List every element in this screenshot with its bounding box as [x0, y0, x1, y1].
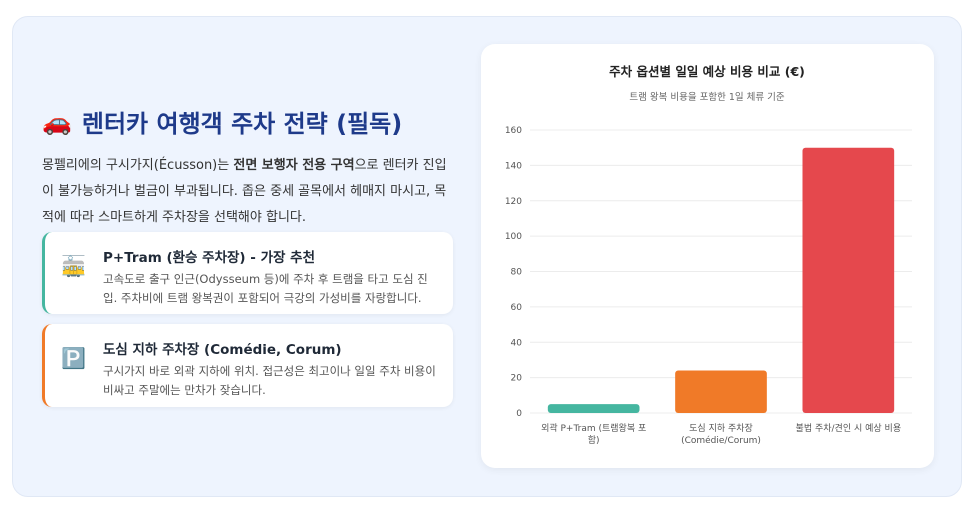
- y-tick-label: 80: [511, 268, 523, 278]
- y-tick-label: 60: [511, 303, 523, 313]
- y-tick-label: 120: [505, 197, 522, 207]
- icon: 🚗: [42, 107, 72, 136]
- intro: 몽펠리에의 구시가지(Écusson)는 전면 보행자 전용 구역으로 렌터카 …: [42, 153, 454, 231]
- card: 🅿️ 도심 지하 주차장 (Comédie, Corum) 구시가지 바로 외곽…: [42, 324, 453, 407]
- card-text: 구시가지 바로 외곽 지하에 위치. 접근성은 최고이나 일일 주차 비용이 비…: [103, 364, 436, 397]
- bold-text: 전면 보행자 전용 구역: [233, 158, 355, 173]
- y-tick-label: 20: [511, 374, 523, 384]
- card: 🚋 P+Tram (환승 주차장) - 가장 추천 고속도로 출구 인근(Ody…: [42, 232, 453, 314]
- y-tick-label: 40: [511, 338, 523, 348]
- card-title: P+Tram (환승 주차장) - 가장 추천: [103, 250, 315, 266]
- x-tick-label: 외곽 P+Tram (트램왕복 포함): [541, 424, 647, 446]
- card-text: 고속도로 출구 인근(Odysseum 등)에 주차 후 트램을 타고 도심 진…: [103, 272, 428, 305]
- y-tick-label: 0: [516, 409, 522, 419]
- text: 몽펠리에의 구시가지(Écusson)는: [42, 158, 234, 173]
- card-icon: 🚋: [61, 254, 86, 278]
- heading: 🚗 렌터카 여행객 주차 전략 (필독): [42, 104, 454, 139]
- bar: [802, 147, 895, 413]
- card-icon: 🅿️: [61, 346, 86, 370]
- y-tick-label: 160: [505, 126, 522, 136]
- chart-subtitle: 트램 왕복 비용을 포함한 1일 체류 기준: [629, 91, 785, 103]
- y-tick-label: 140: [505, 161, 522, 171]
- x-tick-label: 도심 지하 주차장 (Comédie/Corum): [681, 424, 761, 446]
- y-tick-label: 100: [505, 232, 522, 242]
- chart: 주차 옵션별 일일 예상 비용 비교 (€) 트램 왕복 비용을 포함한 1일 …: [505, 64, 912, 419]
- x-tick-label: 불법 주차/견인 시 예상 비용: [795, 424, 902, 434]
- left-panel: 🚗 렌터카 여행객 주차 전략 (필독) 몽펠리에의 구시가지(Écusson)는…: [42, 104, 454, 231]
- bar: [675, 370, 767, 413]
- chart-title: 주차 옵션별 일일 예상 비용 비교 (€): [609, 64, 805, 79]
- card-title: 도심 지하 주차장 (Comédie, Corum): [103, 342, 342, 358]
- text: 으로 렌터카 진입이 불가능하거나 벌금이 부과됩니다. 좁은 중세 골목에서 …: [42, 158, 447, 225]
- chart-card: 주차 옵션별 일일 예상 비용 비교 (€) 트램 왕복 비용을 포함한 1일 …: [481, 44, 934, 468]
- bar: [547, 404, 640, 413]
- title: 렌터카 여행객 주차 전략 (필독): [81, 110, 403, 138]
